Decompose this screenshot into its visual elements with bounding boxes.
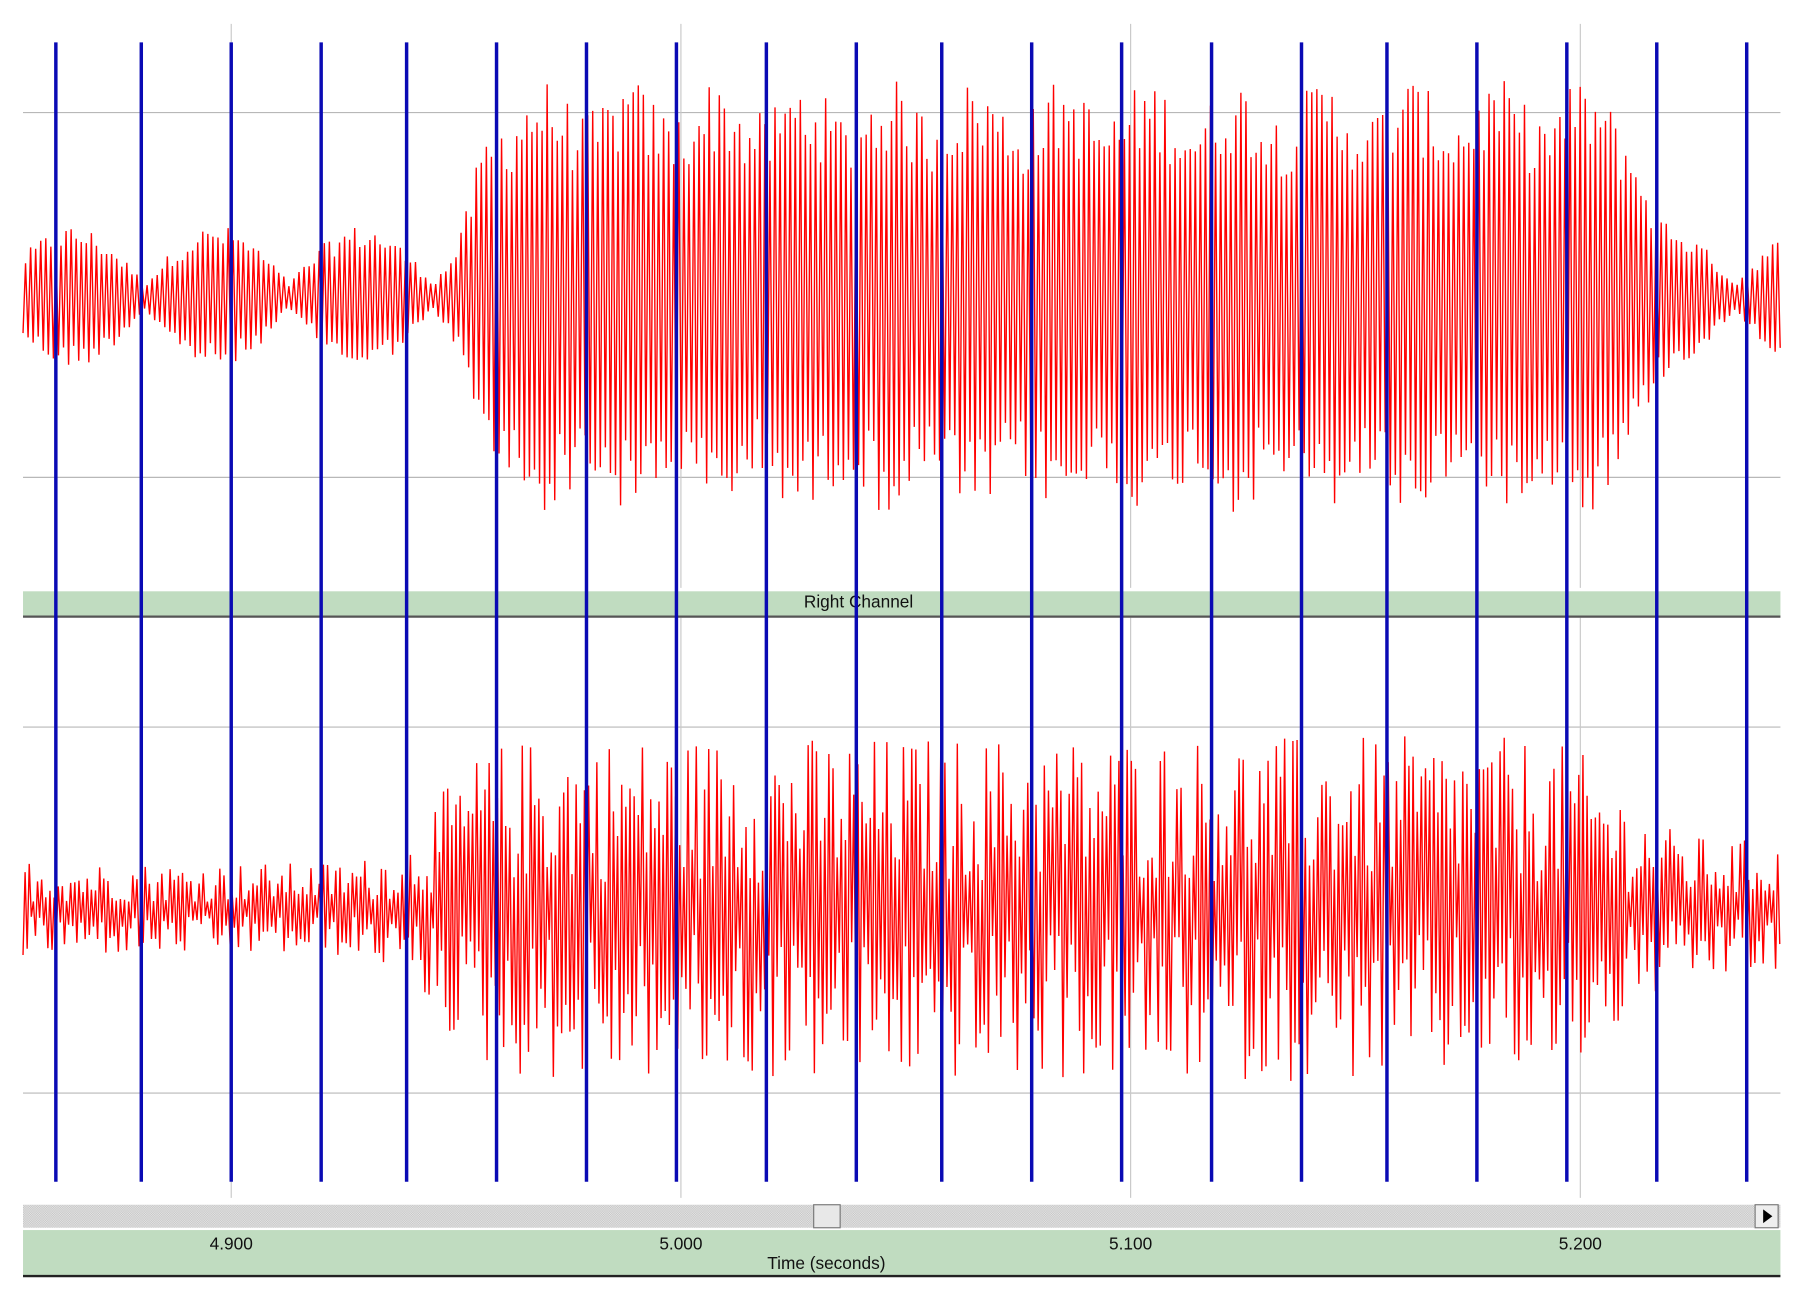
- waveform: [22, 736, 1781, 1081]
- arrow-icon: [1763, 1209, 1773, 1224]
- channel-label: Right Channel: [804, 591, 913, 611]
- time-tick-label: 5.200: [1559, 1234, 1602, 1254]
- time-tick-label: 5.100: [1109, 1234, 1152, 1254]
- time-ticks: 4.900 5.000 5.100 5.200: [210, 1234, 1602, 1254]
- scrollbar[interactable]: [23, 1204, 1781, 1228]
- scroll-right-button[interactable]: [1754, 1204, 1779, 1229]
- waveform: [22, 81, 1781, 512]
- time-axis-bar: [23, 1230, 1781, 1277]
- channel-header: [23, 591, 1781, 616]
- markers: [54, 42, 1749, 1182]
- time-tick-label: 5.000: [659, 1234, 702, 1254]
- time-axis-title: Time (seconds): [767, 1253, 885, 1273]
- waveforms: [22, 81, 1781, 1081]
- scrollbar-thumb[interactable]: [813, 1204, 841, 1229]
- time-tick-label: 4.900: [210, 1234, 253, 1254]
